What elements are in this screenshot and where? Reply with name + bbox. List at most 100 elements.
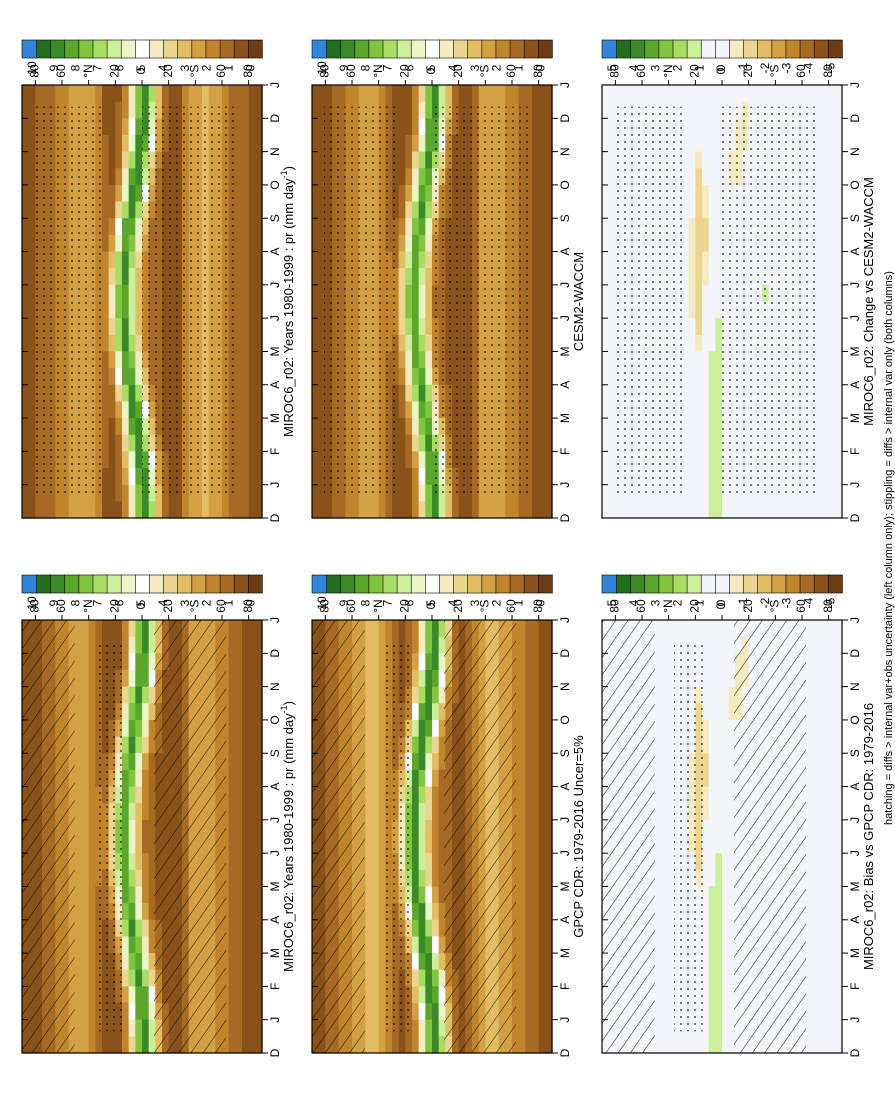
- cell: [682, 1036, 689, 1053]
- cell: [235, 501, 242, 518]
- cell: [142, 85, 149, 102]
- cell: [75, 787, 82, 804]
- cell: [109, 168, 116, 185]
- cell: [662, 670, 669, 687]
- cell: [372, 737, 379, 754]
- cell: [539, 986, 546, 1003]
- cell: [412, 970, 419, 987]
- cell: [122, 820, 129, 837]
- cell: [419, 418, 426, 435]
- cell: [235, 787, 242, 804]
- cell: [22, 118, 29, 135]
- cell: [115, 102, 122, 119]
- cell: [815, 737, 822, 754]
- cell: [519, 853, 526, 870]
- colorbar-label: 7: [381, 64, 395, 71]
- cell: [242, 936, 249, 953]
- cell: [532, 252, 539, 269]
- cell: [82, 653, 89, 670]
- cell: [432, 870, 439, 887]
- colorbar-label: 5: [134, 599, 148, 606]
- cell: [22, 202, 29, 219]
- cell: [722, 953, 729, 970]
- cell: [532, 485, 539, 502]
- cell: [372, 637, 379, 654]
- cell: [432, 620, 439, 637]
- cell: [75, 820, 82, 837]
- cell: [249, 687, 256, 704]
- cell: [419, 803, 426, 820]
- cell: [129, 737, 136, 754]
- cell: [662, 753, 669, 770]
- cell: [235, 1020, 242, 1037]
- cell: [229, 770, 236, 787]
- cell: [312, 185, 319, 202]
- cell: [532, 335, 539, 352]
- cell: [532, 351, 539, 368]
- cell: [425, 285, 432, 302]
- month-label: O: [268, 715, 282, 724]
- cell: [22, 302, 29, 319]
- cell: [525, 501, 532, 518]
- cell: [419, 670, 426, 687]
- cell: [82, 703, 89, 720]
- cell: [412, 687, 419, 704]
- cell: [722, 770, 729, 787]
- cell: [525, 687, 532, 704]
- cell: [532, 1020, 539, 1037]
- cell: [129, 803, 136, 820]
- cell: [22, 135, 29, 152]
- colorbar-label: 1: [221, 599, 235, 606]
- title-main: CESM2-WACCM: [571, 252, 586, 351]
- colorbar-label: 8: [69, 64, 83, 71]
- cell: [419, 118, 426, 135]
- cell: [229, 936, 236, 953]
- cell: [439, 85, 446, 102]
- cell: [109, 102, 116, 119]
- cell: [419, 351, 426, 368]
- cell: [425, 302, 432, 319]
- cell: [312, 401, 319, 418]
- cell: [525, 870, 532, 887]
- cell: [82, 837, 89, 854]
- cell: [432, 85, 439, 102]
- cell: [242, 737, 249, 754]
- cell: [722, 737, 729, 754]
- colorbar-swatch: [467, 40, 482, 58]
- cell: [222, 501, 229, 518]
- cell: [42, 85, 49, 102]
- cell: [405, 102, 412, 119]
- cell: [129, 936, 136, 953]
- cell: [405, 118, 412, 135]
- cell: [372, 1003, 379, 1020]
- colorbar-swatch: [177, 40, 192, 58]
- colorbar-swatch: [220, 575, 235, 593]
- cell: [412, 268, 419, 285]
- cell: [242, 920, 249, 937]
- cell: [405, 235, 412, 252]
- cell: [532, 903, 539, 920]
- cell: [312, 318, 319, 335]
- cell: [519, 670, 526, 687]
- cell: [352, 501, 359, 518]
- month-label: A: [268, 381, 282, 389]
- cell: [129, 1020, 136, 1037]
- cell: [815, 787, 822, 804]
- colorbar-label: 6: [402, 599, 416, 606]
- cell: [115, 285, 122, 302]
- cell: [135, 620, 142, 637]
- cell: [815, 1020, 822, 1037]
- cell: [822, 620, 829, 637]
- cell: [419, 85, 426, 102]
- cell: [109, 385, 116, 402]
- cell: [432, 1036, 439, 1053]
- cell: [539, 753, 546, 770]
- cell: [722, 1020, 729, 1037]
- cell: [425, 102, 432, 119]
- cell: [419, 637, 426, 654]
- cell: [249, 418, 256, 435]
- cell: [412, 218, 419, 235]
- month-label: J: [268, 482, 282, 488]
- cell: [235, 837, 242, 854]
- cell: [412, 753, 419, 770]
